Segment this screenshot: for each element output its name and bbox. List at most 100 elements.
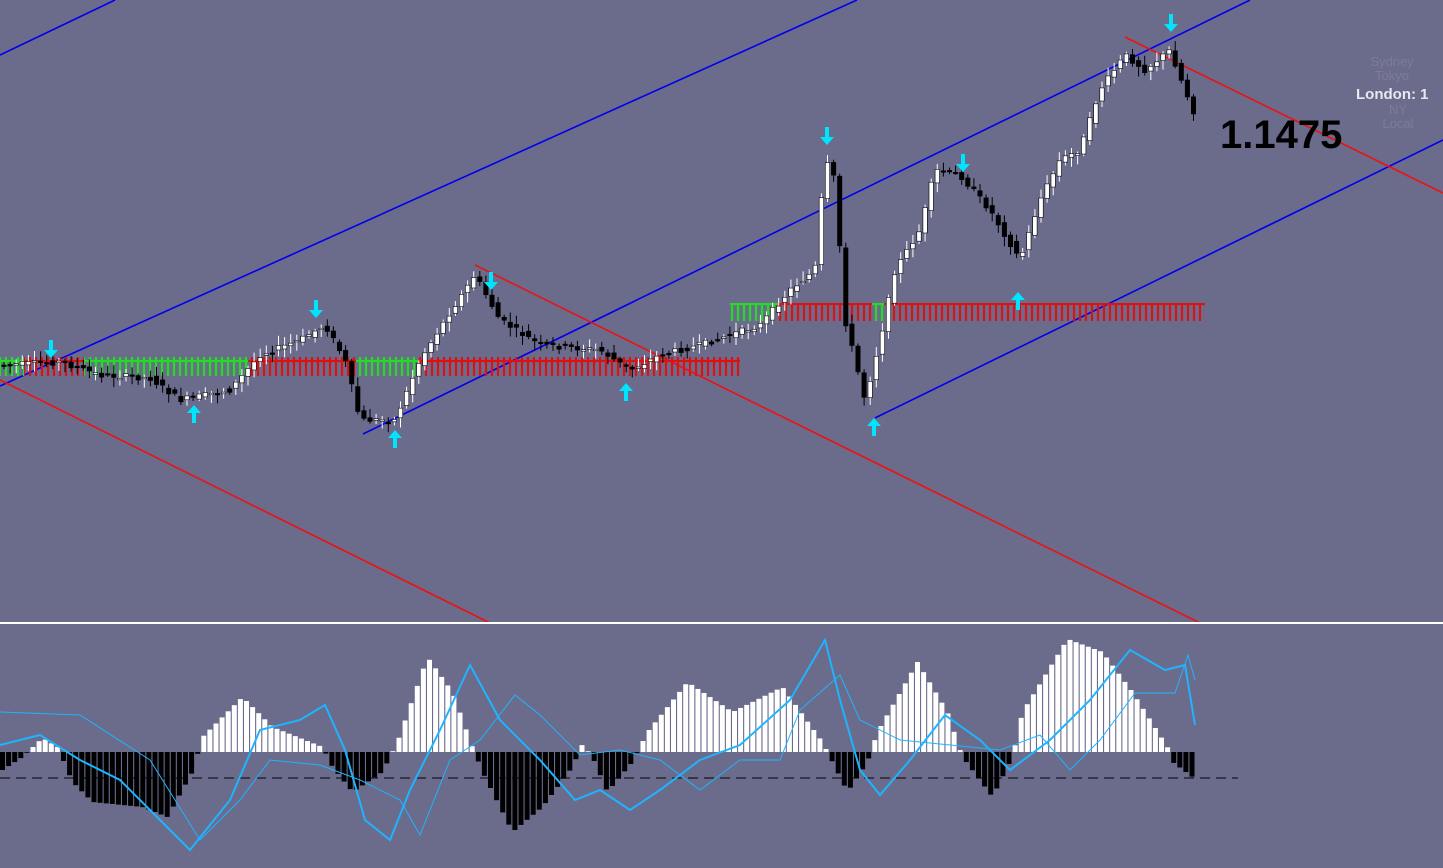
candle-body [50, 360, 56, 366]
channel-line [0, 0, 116, 56]
candle-body [196, 393, 202, 400]
candle-body [1014, 241, 1020, 254]
candle-body [135, 375, 141, 381]
trend-line [474, 264, 1201, 624]
candle-body [587, 347, 593, 350]
candle-body [361, 410, 367, 419]
hist-bar-down [122, 752, 127, 806]
candle-body [68, 361, 74, 369]
hist-bar-down [378, 752, 384, 774]
red-strip [778, 303, 872, 321]
hist-bar-down [61, 752, 66, 761]
candle-body [1, 364, 7, 367]
hist-bar-down [506, 752, 512, 825]
hist-bar-up [1128, 690, 1134, 752]
green-strip [872, 303, 884, 321]
hist-bar-up [396, 737, 402, 752]
candle-body [855, 345, 861, 373]
hist-bar-up [811, 730, 817, 752]
hist-bar-up [664, 707, 670, 752]
candle-body [971, 186, 977, 190]
down-arrow [1164, 14, 1178, 32]
hist-bar-up [725, 709, 731, 752]
hist-bar-up [774, 689, 780, 752]
down-arrow [820, 127, 834, 145]
hist-bar-up [207, 729, 213, 752]
hist-bar-up [579, 745, 585, 752]
hist-bar-up [469, 746, 475, 752]
hist-bar-down [170, 752, 176, 807]
hist-bar-down [85, 752, 91, 798]
hist-bar-down [1006, 752, 1012, 764]
hist-bar-up [427, 659, 432, 752]
candle-body [1136, 60, 1142, 67]
hist-bar-down [518, 752, 524, 825]
hist-bar-up [457, 712, 463, 752]
hist-bar-up [231, 705, 237, 752]
green-strip [0, 357, 24, 376]
candle-body [147, 377, 153, 381]
hist-bar-down [835, 752, 841, 774]
hist-bar-up [921, 672, 927, 752]
candle-body [300, 335, 306, 343]
hist-bar-up [890, 704, 896, 752]
hist-bar-up [1049, 664, 1055, 752]
candle-body [1154, 61, 1160, 67]
candle-body [1062, 155, 1068, 163]
hist-bar-up [786, 696, 792, 752]
hist-bar-down [91, 752, 97, 803]
candle-body [105, 373, 111, 376]
candle-body [1105, 75, 1111, 87]
hist-bar-down [103, 752, 109, 804]
candle-body [1038, 197, 1044, 218]
candle-body [721, 336, 727, 339]
hist-bar-up [420, 668, 426, 752]
hist-bar-down [341, 752, 347, 782]
hist-bar-down [542, 752, 548, 804]
oscillator-line [0, 653, 1196, 841]
candle-body [129, 374, 135, 377]
hist-bar-up [402, 720, 408, 752]
hist-bar-up [872, 740, 878, 752]
candle-body [166, 387, 172, 395]
candle-body [983, 197, 989, 209]
hist-bar-up [1030, 694, 1036, 752]
hist-bar-up [933, 692, 939, 752]
candle-body [275, 345, 281, 351]
hist-bar-up [433, 668, 439, 752]
channel-line [874, 139, 1443, 419]
candle-body [416, 363, 422, 377]
hist-bar-down [1171, 752, 1177, 763]
candle-body [294, 340, 300, 343]
green-strip [84, 357, 248, 376]
candle-body [154, 375, 160, 385]
candle-body [1026, 232, 1032, 251]
candle-body [1160, 53, 1166, 61]
candle-body [690, 345, 696, 350]
oscillator-line [0, 637, 1196, 852]
candle-body [684, 347, 690, 352]
candle-body [62, 360, 68, 364]
hist-bar-up [823, 749, 829, 752]
hist-bar-up [1067, 639, 1073, 752]
down-arrow [44, 340, 58, 358]
session-label: Tokyo [1375, 68, 1409, 83]
hist-bar-up [945, 713, 951, 752]
candle-body [1123, 53, 1129, 63]
hist-bar-down [109, 752, 115, 804]
candle-body [257, 357, 263, 362]
candle-body [660, 354, 666, 357]
candle-body [111, 373, 117, 378]
candle-body [696, 341, 702, 345]
hist-bar-down [353, 752, 359, 790]
hist-bar-up [1146, 718, 1152, 752]
hist-bar-up [305, 741, 310, 752]
candle-body [782, 296, 788, 303]
candle-body [1007, 234, 1013, 248]
candle-body [763, 315, 769, 325]
hist-bar-down [475, 752, 481, 762]
hist-bar-up [414, 685, 420, 752]
candle-body [574, 346, 580, 351]
hist-bar-up [317, 745, 323, 752]
